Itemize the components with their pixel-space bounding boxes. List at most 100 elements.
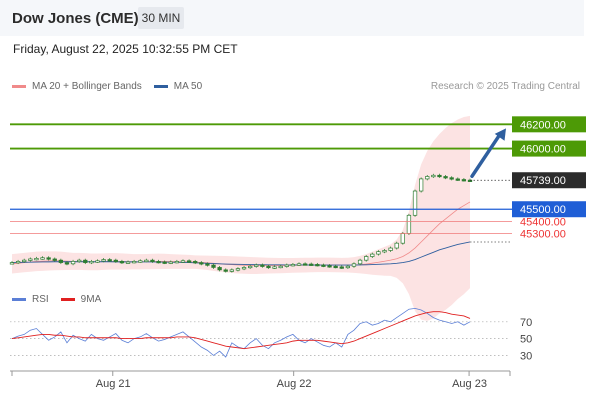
candle-body [156, 261, 161, 264]
candle-body [211, 264, 216, 268]
legend-ma9: 9MA [60, 294, 102, 305]
candle-body [455, 178, 460, 181]
candle-body [266, 265, 271, 269]
legend-rsi: RSI [12, 294, 49, 305]
candle-body [138, 260, 143, 263]
rsi-level-label: 70 [520, 317, 532, 329]
candle-body [351, 263, 357, 267]
candle-body [394, 242, 399, 249]
candle-body [272, 266, 277, 269]
candle-body [333, 265, 338, 269]
candle-body [431, 174, 436, 178]
candle-body [357, 259, 363, 265]
candle-body [205, 263, 210, 266]
candle-body [40, 257, 45, 260]
candle-body [284, 264, 289, 267]
candle-body [437, 174, 442, 178]
candle-body [15, 261, 21, 264]
ma9-swatch [60, 298, 75, 301]
candle-body [321, 264, 326, 267]
x-tick-label: Aug 22 [277, 378, 312, 390]
current-price-label: 45739.00 [520, 175, 566, 187]
candle-body [339, 266, 344, 269]
candle-body [217, 267, 222, 271]
candle-body [406, 214, 412, 234]
legend-ma50-label: MA 50 [173, 81, 203, 92]
candle-body [89, 261, 94, 264]
candle-body [34, 257, 39, 261]
rsi-ma9-line [11, 311, 471, 350]
x-tick-label: Aug 23 [452, 378, 487, 390]
candle-body [400, 233, 405, 244]
legend-ma20-label: MA 20 + Bollinger Bands [32, 81, 142, 92]
candle-body [107, 259, 112, 262]
candle-body [278, 265, 283, 269]
candle-body [168, 261, 173, 264]
candle-body [83, 259, 88, 263]
chart-header: Dow Jones (CME) 30 MIN [0, 0, 584, 36]
bollinger-band [12, 115, 470, 321]
ma20-swatch [12, 85, 26, 88]
candle-body [52, 258, 57, 261]
ma50-swatch [153, 85, 168, 88]
candle-body [443, 176, 448, 179]
forecast-arrow [470, 132, 502, 178]
rsi-legend: RSI 9MA [12, 294, 113, 305]
candle-body [364, 256, 369, 261]
candle-body [70, 261, 76, 265]
candle-body [186, 260, 192, 263]
candle-body [113, 259, 118, 263]
candle-body [296, 263, 302, 266]
support-label-box [512, 201, 586, 218]
pivot-label: 45300.00 [520, 228, 566, 240]
candle-body [180, 260, 186, 263]
legend-ma9-label: 9MA [80, 294, 102, 305]
candle-body [58, 259, 64, 263]
candle-body [199, 262, 204, 265]
candle-body [302, 263, 308, 266]
target-label-box [512, 116, 586, 133]
candle-body [223, 269, 228, 272]
candle-body [22, 259, 27, 263]
candle-body [235, 268, 241, 271]
current-label-box [512, 172, 586, 189]
candle-body [144, 259, 149, 263]
legend-ma50: MA 50 [153, 81, 203, 92]
candle-body [174, 261, 180, 264]
candle-body [461, 179, 467, 182]
candle-body [370, 253, 375, 257]
x-tick-label: Aug 21 [96, 378, 131, 390]
candle-body [327, 265, 332, 268]
candle-body [162, 261, 167, 264]
candle-body [193, 261, 198, 264]
legend-ma20: MA 20 + Bollinger Bands [12, 81, 142, 92]
candle-body [229, 269, 234, 272]
credit-text: Research © 2025 Trading Central [430, 81, 580, 92]
candle-body [290, 264, 296, 267]
candle-body [315, 264, 320, 267]
candle-body [449, 177, 454, 180]
candle-body [248, 265, 253, 269]
rsi-line [11, 307, 471, 358]
rsi-level-label: 50 [520, 334, 532, 346]
candle-body [77, 259, 82, 263]
legend-rsi-label: RSI [32, 294, 49, 305]
candle-body [150, 259, 155, 263]
candle-body [46, 257, 51, 260]
candle-body [241, 267, 247, 270]
target-label: 46200.00 [520, 119, 566, 131]
candle-body [345, 265, 351, 269]
candle-body [95, 260, 100, 263]
candle-body [309, 263, 314, 266]
candle-body [28, 258, 33, 261]
candle-body [412, 190, 418, 216]
candle-body [382, 250, 387, 253]
instrument-title: Dow Jones (CME) [12, 10, 139, 27]
chart-datetime: Friday, August 22, 2025 10:32:55 PM CET [13, 42, 238, 56]
pivot-label: 45400.00 [520, 216, 566, 228]
timeframe-button[interactable]: 30 MIN [138, 7, 184, 29]
candle-body [254, 264, 259, 267]
support-label: 45500.00 [520, 204, 566, 216]
target-label: 46000.00 [520, 144, 566, 156]
